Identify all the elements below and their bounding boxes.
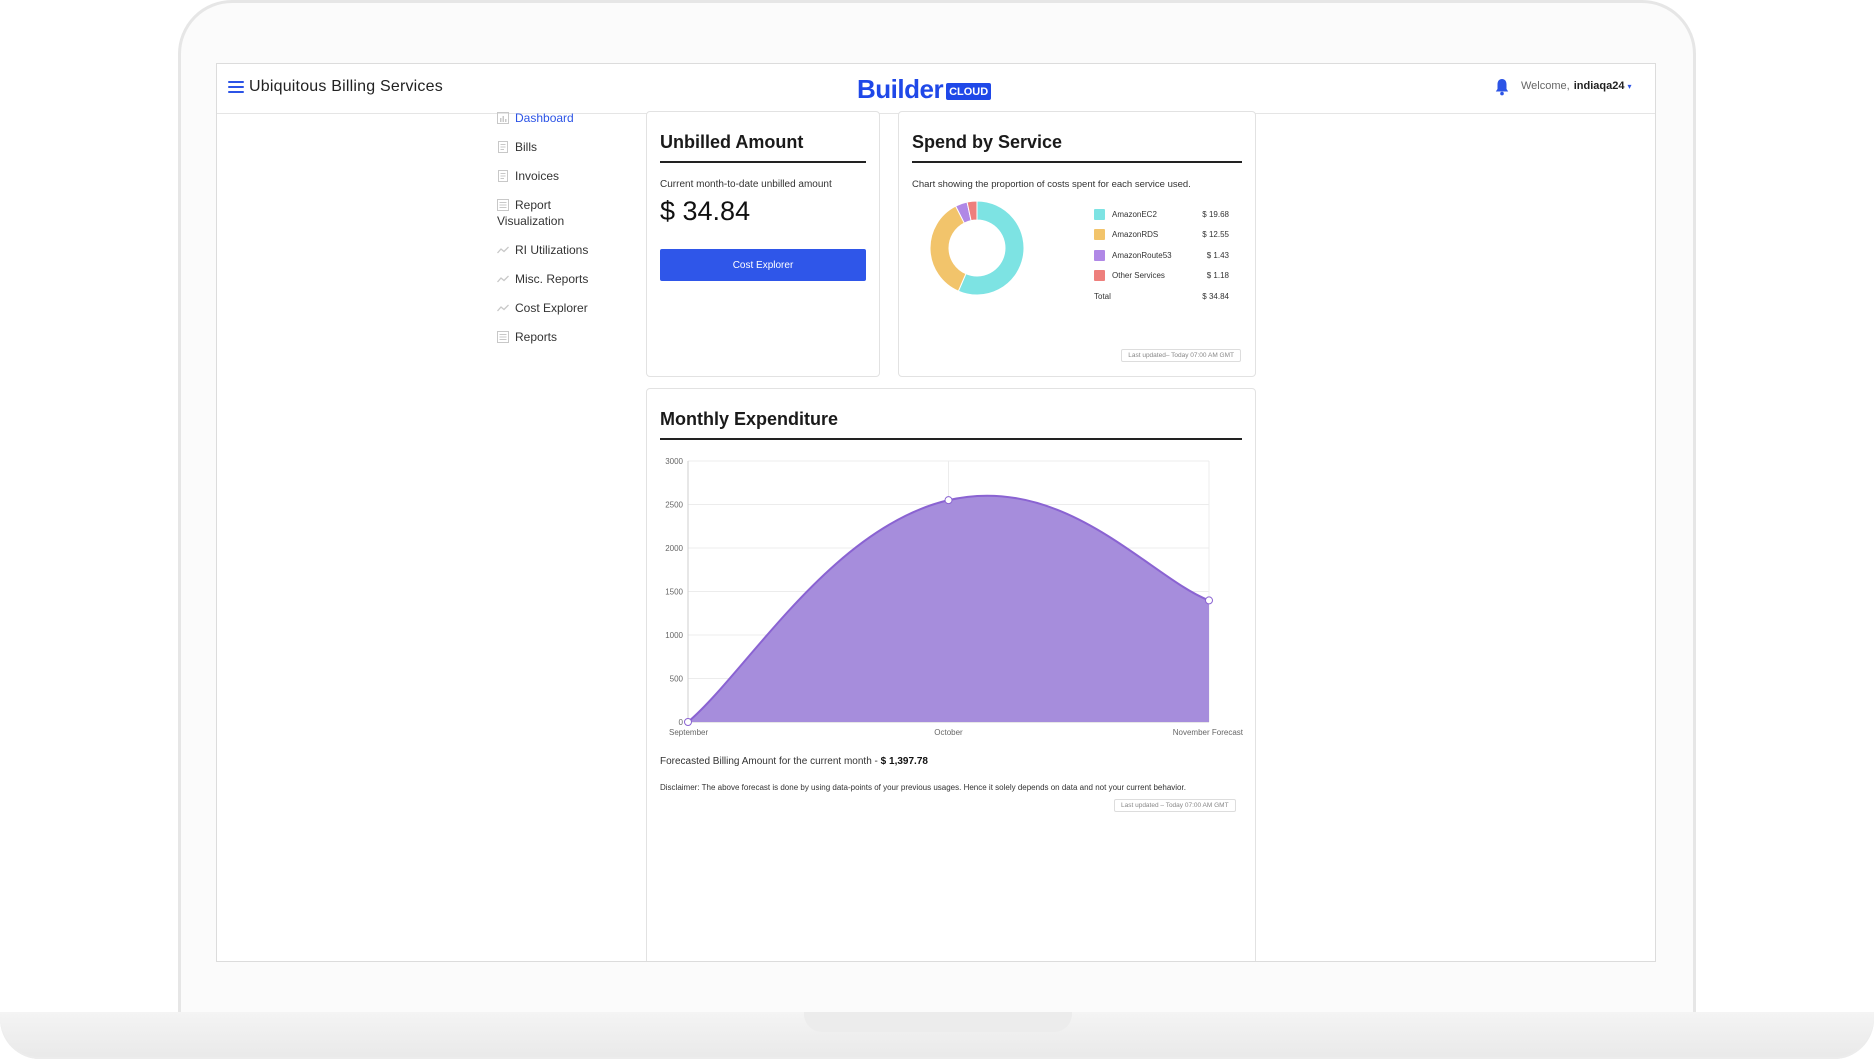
legend-item[interactable]: AmazonRDS $ 12.55 (1094, 225, 1229, 246)
username: indiaqa24 (1573, 80, 1625, 92)
sidebar-item-bills[interactable]: Bills (497, 139, 617, 155)
spend-by-service-card: Spend by Service Chart showing the propo… (898, 111, 1256, 377)
top-bar: Ubiquitous Billing Services Builder CLOU… (217, 64, 1655, 114)
laptop-notch (804, 1012, 1072, 1032)
y-tick-label: 3000 (665, 457, 683, 466)
legend-total-label: Total (1094, 291, 1111, 301)
legend-label: Other Services (1112, 271, 1165, 281)
chevron-down-icon: ▾ (1627, 82, 1632, 91)
y-tick-label: 0 (679, 718, 684, 727)
donut-slice[interactable] (929, 205, 967, 292)
legend-value: $ 1.18 (1206, 271, 1229, 281)
logo-text: Builder (857, 74, 944, 104)
y-tick-label: 500 (670, 675, 684, 684)
document-icon (498, 170, 508, 182)
sidebar-item-dashboard[interactable]: Dashboard (497, 110, 617, 126)
legend-total: Total $ 34.84 (1094, 286, 1229, 307)
unbilled-amount-card: Unbilled Amount Current month-to-date un… (646, 111, 880, 377)
trend-icon (497, 304, 509, 312)
sidebar-item-report-visualization[interactable]: Report Visualization (497, 197, 617, 229)
last-updated-badge: Last updated – Today 07:00 AM GMT (1114, 799, 1236, 812)
last-updated-badge: Last updated– Today 07:00 AM GMT (1121, 349, 1241, 362)
y-tick-label: 2000 (665, 544, 683, 553)
sidebar: Dashboard Bills Invoices Report Visualiz… (497, 110, 617, 345)
x-tick-label: September (669, 728, 708, 737)
card-title: Unbilled Amount (660, 132, 866, 163)
sidebar-item-label: Dashboard (515, 111, 574, 125)
unbilled-amount: $ 34.84 (660, 196, 751, 226)
legend-swatch (1094, 208, 1105, 220)
legend-swatch (1094, 249, 1105, 261)
legend-swatch (1094, 270, 1105, 282)
y-tick-label: 2500 (665, 501, 683, 510)
legend-item[interactable]: AmazonRoute53 $ 1.43 (1094, 245, 1229, 266)
logo-badge: CLOUD (946, 83, 992, 100)
user-menu[interactable]: Welcome, indiaqa24 ▾ (1521, 80, 1631, 92)
sidebar-item-label: Reports (515, 330, 558, 344)
logo[interactable]: Builder CLOUD (857, 74, 992, 105)
legend-label: AmazonRDS (1112, 230, 1159, 240)
donut-chart (929, 200, 1025, 296)
report-icon (497, 331, 509, 343)
cost-explorer-button[interactable]: Cost Explorer (660, 249, 866, 281)
legend-item[interactable]: AmazonEC2 $ 19.68 (1094, 204, 1229, 225)
legend-value: $ 12.55 (1202, 230, 1229, 240)
legend-label: AmazonRoute53 (1112, 250, 1172, 260)
bell-icon[interactable] (1494, 78, 1510, 96)
legend-value: $ 1.43 (1206, 250, 1229, 260)
app-title: Ubiquitous Billing Services (249, 78, 443, 95)
x-tick-label: November Forecast (1173, 728, 1244, 737)
legend-item[interactable]: Other Services $ 1.18 (1094, 266, 1229, 287)
sidebar-item-cost-explorer[interactable]: Cost Explorer (497, 300, 617, 316)
disclaimer: Disclaimer: The above forecast is done b… (660, 783, 1186, 792)
x-tick-label: October (934, 728, 963, 737)
legend-swatch (1094, 229, 1105, 241)
spend-description: Chart showing the proportion of costs sp… (912, 179, 1191, 190)
chart-legend: AmazonEC2 $ 19.68 AmazonRDS $ 12.55 AmazonRo… (1094, 204, 1229, 307)
y-tick-label: 1000 (665, 631, 683, 640)
dashboard-icon (497, 112, 509, 124)
forecast-value: $ 1,397.78 (880, 756, 928, 767)
card-title: Monthly Expenditure (660, 409, 1242, 440)
forecast-line: Forecasted Billing Amount for the curren… (660, 756, 928, 767)
legend-label: AmazonEC2 (1112, 209, 1157, 219)
data-point[interactable] (944, 496, 953, 505)
welcome-label: Welcome, (1521, 80, 1570, 92)
legend-value: $ 19.68 (1202, 209, 1229, 219)
sidebar-item-label: Report Visualization (497, 198, 565, 228)
donut-slice[interactable] (966, 200, 978, 222)
data-point[interactable] (1205, 596, 1213, 605)
trend-icon (497, 246, 509, 254)
card-title: Spend by Service (912, 132, 1242, 163)
sidebar-item-misc-reports[interactable]: Misc. Reports (497, 271, 617, 287)
data-point[interactable] (684, 718, 692, 726)
sidebar-item-label: Misc. Reports (515, 272, 589, 286)
area-chart: 0 500 1000 1500 2000 2500 3000 September October… (665, 457, 1244, 737)
legend-total-value: $ 34.84 (1202, 291, 1229, 301)
report-icon (497, 199, 509, 211)
donut-slice[interactable] (957, 200, 1025, 296)
sidebar-item-label: RI Utilizations (515, 243, 589, 257)
sidebar-item-label: Bills (515, 140, 538, 154)
trend-icon (497, 275, 509, 283)
area-fill (688, 495, 1209, 722)
sidebar-item-label: Invoices (515, 169, 560, 183)
monthly-expenditure-card: Monthly Expenditure 0 500 1000 1500 2000 2500… (646, 388, 1256, 961)
sidebar-item-ri-utilizations[interactable]: RI Utilizations (497, 242, 617, 258)
unbilled-label: Current month-to-date unbilled amount (660, 179, 832, 190)
sidebar-item-label: Cost Explorer (515, 301, 588, 315)
forecast-label: Forecasted Billing Amount for the curren… (660, 756, 878, 767)
sidebar-item-reports[interactable]: Reports (497, 329, 617, 345)
document-icon (498, 141, 508, 153)
menu-icon[interactable] (228, 81, 244, 93)
app-screen: Ubiquitous Billing Services Builder CLOU… (216, 63, 1656, 962)
y-tick-label: 1500 (665, 588, 683, 597)
sidebar-item-invoices[interactable]: Invoices (497, 168, 617, 184)
